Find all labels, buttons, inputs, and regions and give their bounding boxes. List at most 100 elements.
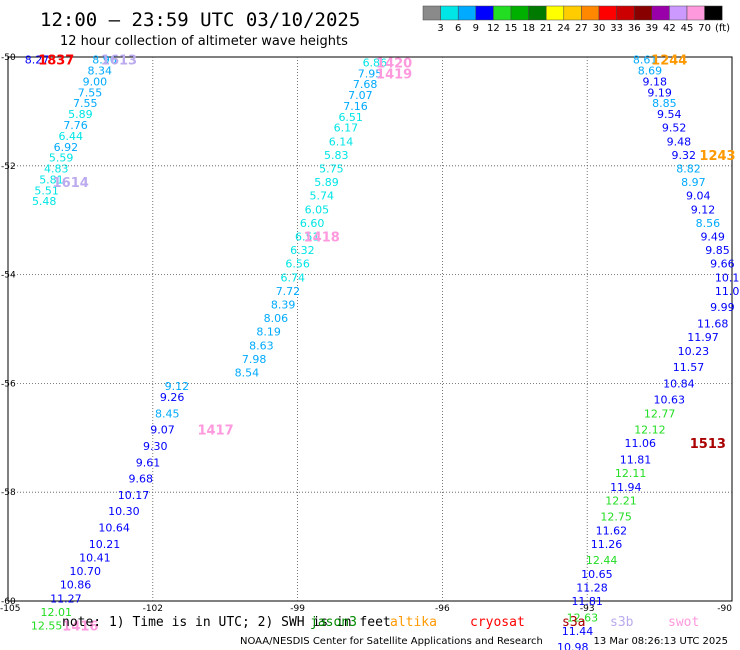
wave-height-point: 8.63 bbox=[249, 339, 274, 352]
legend-bin-label: 33 bbox=[610, 23, 623, 34]
wave-height-point: 9.32 bbox=[671, 149, 696, 162]
legend-bin-label: 39 bbox=[645, 23, 658, 34]
wave-height-point: 11.26 bbox=[591, 538, 623, 551]
legend-bin-label: 45 bbox=[681, 23, 694, 34]
x-axis-ticks: -105 -102 -99 -96 -93 -90 bbox=[0, 604, 732, 614]
wave-height-point: 9.66 bbox=[710, 258, 735, 271]
wave-height-point: 11.57 bbox=[673, 361, 705, 374]
wave-height-point: 10.41 bbox=[79, 551, 111, 564]
legend-swatch bbox=[457, 5, 477, 21]
legend-bin-label: 15 bbox=[505, 23, 518, 34]
wave-height-point: 12.11 bbox=[615, 467, 647, 480]
wave-height-point: 9.52 bbox=[662, 122, 687, 135]
pass-time-label: 1416 bbox=[62, 619, 98, 634]
legend-bin-label: 6 bbox=[455, 23, 461, 34]
wave-height-point: 9.85 bbox=[705, 244, 730, 257]
wave-height-point: 12.77 bbox=[644, 407, 676, 420]
chart-title: 12:00 — 23:59 UTC 03/10/2025 bbox=[40, 9, 360, 31]
wave-height-point: 8.54 bbox=[235, 367, 260, 380]
y-tick-label: -52 bbox=[1, 162, 16, 172]
wave-height-point: 5.89 bbox=[68, 108, 93, 121]
wave-height-point: 11.68 bbox=[697, 318, 729, 331]
wave-height-point: 10.64 bbox=[98, 522, 130, 535]
wave-height-point: 9.26 bbox=[160, 391, 185, 404]
wave-height-point: 12.75 bbox=[600, 511, 632, 524]
wave-height-point: 10.23 bbox=[678, 345, 710, 358]
y-tick-label: -56 bbox=[1, 379, 16, 389]
wave-height-point: 10.98 bbox=[557, 641, 589, 650]
wave-height-point: 7.95 bbox=[358, 67, 383, 80]
pass-time-label: 1420 bbox=[376, 56, 412, 71]
wave-height-point: 12.21 bbox=[605, 494, 637, 507]
pass-time-label: 1837 bbox=[38, 54, 74, 69]
y-axis-ticks: -50 -52 -54 -56 -58 -60 bbox=[1, 53, 16, 607]
wave-height-point: 8.27 bbox=[25, 54, 50, 67]
wave-height-point: 8.69 bbox=[638, 65, 663, 78]
color-legend-labels: 3 6 9 12 15 18 21 24 27 30 33 36 39 42 45 70 bbox=[437, 23, 711, 34]
footer-note: note: 1) Time is in UTC; 2) SWH is in fe… bbox=[62, 615, 391, 630]
wave-height-point: 12.55 bbox=[31, 619, 63, 632]
wave-height-point: 11.27 bbox=[50, 592, 82, 605]
legend-swatch bbox=[528, 5, 547, 21]
wave-height-point: 9.30 bbox=[143, 440, 168, 453]
wave-height-point: 6.92 bbox=[54, 141, 79, 154]
pass-time-label: 1244 bbox=[651, 54, 687, 69]
wave-height-point: 6.86 bbox=[363, 56, 388, 69]
wave-height-point: 9.12 bbox=[165, 380, 190, 393]
x-tick-label: -93 bbox=[580, 604, 595, 614]
y-tick-label: -50 bbox=[1, 53, 16, 63]
legend-swatch bbox=[704, 5, 723, 21]
legend-bin-label: 27 bbox=[575, 23, 588, 34]
satellite-legend-item: jason3 bbox=[310, 615, 357, 630]
wave-height-point: 12.01 bbox=[41, 606, 73, 619]
wave-height-point: 12.12 bbox=[634, 424, 666, 437]
wave-height-point: 5.51 bbox=[34, 184, 59, 197]
y-tick-label: -54 bbox=[1, 271, 16, 281]
wave-height-point: 10.1 bbox=[715, 271, 740, 284]
wave-height-point: 11.81 bbox=[571, 595, 603, 608]
wave-height-point: 6.60 bbox=[300, 217, 325, 230]
wave-height-point: 10.63 bbox=[654, 394, 686, 407]
plot-frame bbox=[7, 56, 733, 602]
pass-time-label: 1513 bbox=[690, 437, 726, 452]
wave-height-point: 8.56 bbox=[696, 217, 721, 230]
wave-height-point: 10.86 bbox=[60, 579, 92, 592]
wave-height-point: 11.62 bbox=[596, 524, 628, 537]
legend-swatch bbox=[581, 5, 600, 21]
color-legend bbox=[422, 5, 723, 21]
wave-height-point: 9.19 bbox=[647, 86, 672, 99]
wave-height-point: 6.74 bbox=[281, 271, 306, 284]
wave-height-point: 7.76 bbox=[63, 119, 88, 132]
wave-height-point: 8.61 bbox=[633, 54, 658, 67]
wave-height-point: 5.75 bbox=[319, 163, 344, 176]
satellite-legend-item: altika bbox=[390, 615, 437, 630]
legend-bin-label: 70 bbox=[698, 23, 711, 34]
wave-height-point: 11.0 bbox=[715, 285, 740, 298]
wave-height-point: 8.85 bbox=[652, 97, 677, 110]
wave-height-point: 8.82 bbox=[676, 163, 701, 176]
legend-swatch bbox=[686, 5, 705, 21]
wave-height-point: 7.68 bbox=[353, 78, 378, 91]
wave-height-point: 10.65 bbox=[581, 568, 613, 581]
wave-height-point: 10.17 bbox=[118, 489, 150, 502]
wave-height-point: 10.70 bbox=[69, 565, 101, 578]
wave-height-points: 8.27 8.968.349.007.557.555.897.766.446.92… bbox=[25, 54, 740, 650]
wave-height-point: 9.00 bbox=[83, 75, 108, 88]
wave-height-point: 10.21 bbox=[89, 538, 121, 551]
wave-height-point: 8.96 bbox=[92, 54, 117, 67]
legend-swatch bbox=[616, 5, 635, 21]
wave-height-point: 6.56 bbox=[285, 258, 310, 271]
wave-height-point: 8.45 bbox=[155, 407, 180, 420]
wave-height-point: 8.34 bbox=[87, 65, 112, 78]
wave-height-point: 5.83 bbox=[324, 149, 349, 162]
legend-bin-label: 36 bbox=[628, 23, 641, 34]
legend-swatch bbox=[422, 5, 441, 21]
wave-height-point: 6.51 bbox=[295, 231, 320, 244]
wave-height-point: 6.17 bbox=[334, 122, 359, 135]
wave-height-point: 6.14 bbox=[329, 135, 354, 148]
pass-time-label: 1613 bbox=[101, 54, 137, 69]
wave-height-point: 5.59 bbox=[49, 152, 74, 165]
wave-height-point: 5.89 bbox=[314, 176, 339, 189]
x-tick-label: -99 bbox=[290, 604, 305, 614]
wave-height-point: 7.55 bbox=[78, 86, 103, 99]
